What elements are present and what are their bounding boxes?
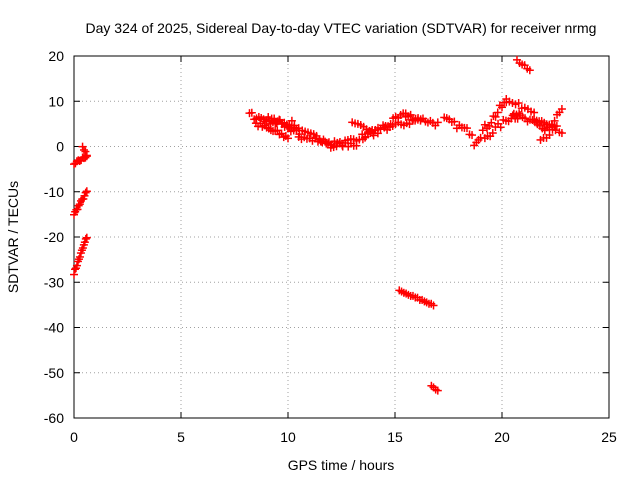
data-point [72,261,81,270]
data-point [284,134,292,143]
data-point [70,265,79,274]
y-axis-title: SDTVAR / TECUs [5,181,21,293]
data-point [515,109,524,118]
y-tick-label: -40 [44,320,64,336]
data-point [82,187,91,196]
data-point [73,205,82,214]
data-point [81,188,90,197]
chart-title: Day 324 of 2025, Sidereal Day-to-day VTE… [86,20,597,36]
data-point [462,124,471,133]
data-point [273,126,282,135]
grid [74,56,609,418]
data-point [79,145,88,154]
data-point [487,118,496,127]
data-point [287,116,296,125]
data-point [82,233,91,242]
data-point [270,114,279,123]
data-point [557,105,566,114]
x-tick-label: 0 [70,429,78,445]
data-point [406,110,415,119]
data-point [75,252,84,261]
data-point [74,201,83,210]
y-tick-label: 10 [48,93,64,109]
y-tick-label: -30 [44,274,64,290]
data-point [70,270,78,279]
data-point [81,147,90,156]
y-tick-label: 20 [48,48,64,64]
data-point [468,131,477,140]
data-point [498,103,506,112]
y-tick-label: -60 [44,410,64,426]
y-tick-label: 0 [56,139,64,155]
data-series-sdtvar [70,55,566,395]
data-point [433,386,442,395]
data-point [493,108,502,117]
x-tick-label: 25 [601,429,617,445]
x-axis-title: GPS time / hours [288,457,395,473]
x-tick-label: 15 [387,429,403,445]
data-point [429,301,438,310]
y-tick-label: -20 [44,229,64,245]
data-point [491,112,500,121]
data-point [514,99,523,108]
x-tick-label: 20 [494,429,510,445]
data-point [361,132,370,141]
tick-labels: 0 5 10 15 20 25 -60 -50 -40 -30 -20 -10 0 10 20 [44,48,617,445]
data-point [82,151,91,160]
y-tick-label: -10 [44,184,64,200]
data-point [81,234,90,243]
data-point [433,118,442,127]
data-point [450,117,459,126]
data-point [488,129,497,138]
data-point [525,66,534,75]
data-point [551,126,560,135]
data-point [275,115,284,124]
x-tick-label: 10 [280,429,296,445]
data-point [530,108,539,117]
data-point [478,126,487,135]
x-tick-label: 5 [177,429,185,445]
data-point [338,141,347,150]
data-point [496,123,505,132]
data-point [247,108,256,117]
data-point [550,116,559,125]
y-tick-label: -50 [44,365,64,381]
data-point [557,129,566,138]
data-point [545,131,554,140]
